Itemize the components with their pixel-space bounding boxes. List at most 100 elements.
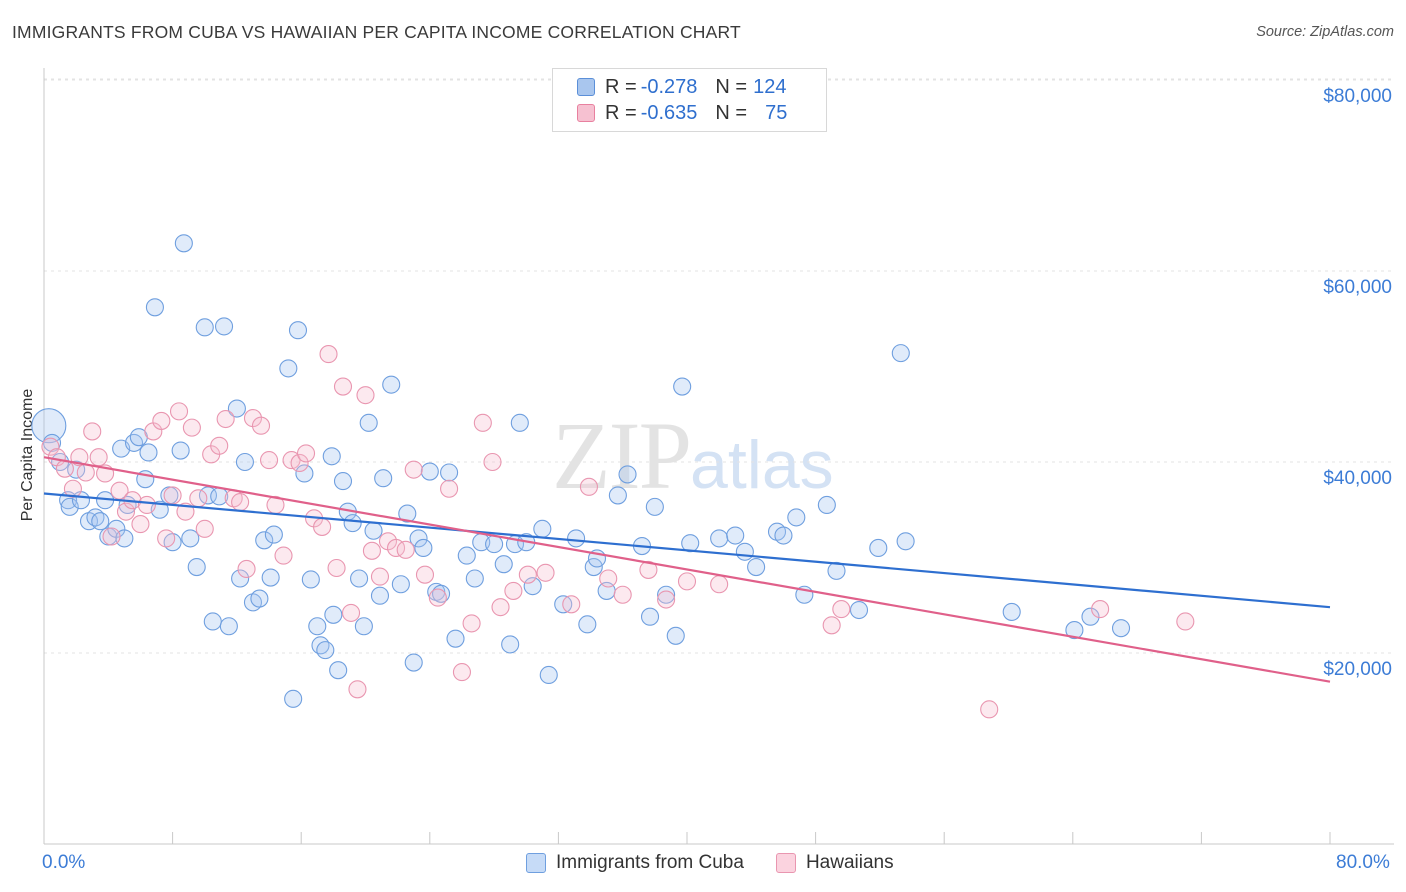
data-point-cuba: [440, 463, 459, 482]
data-point-cuba: [195, 318, 214, 337]
data-point-hawaiians: [83, 422, 102, 441]
data-point-cuba: [485, 535, 504, 554]
data-point-hawaiians: [599, 569, 618, 588]
watermark-atlas: atlas: [690, 427, 834, 503]
data-point-hawaiians: [237, 559, 256, 579]
data-point-cuba: [446, 629, 465, 648]
data-point-cuba: [382, 375, 401, 394]
data-point-cuba: [398, 504, 417, 523]
data-point-cuba: [288, 321, 308, 340]
data-point-cuba: [869, 538, 888, 558]
data-point-cuba: [279, 359, 298, 378]
data-point-hawaiians: [404, 460, 423, 479]
data-point-cuba: [308, 617, 327, 636]
data-point-cuba: [231, 569, 250, 588]
data-points: [31, 234, 1195, 719]
data-point-cuba: [1002, 602, 1021, 621]
data-point-hawaiians: [102, 527, 121, 546]
data-point-hawaiians: [131, 515, 150, 534]
data-point-cuba: [181, 529, 200, 548]
data-point-hawaiians: [504, 581, 523, 600]
data-point-cuba: [735, 542, 754, 561]
data-point-cuba: [409, 529, 428, 548]
data-point-hawaiians: [195, 519, 214, 538]
data-point-hawaiians: [613, 585, 632, 604]
series-label-cuba: Immigrants from Cuba: [556, 852, 744, 873]
data-point-cuba: [301, 570, 320, 589]
data-point-cuba: [465, 569, 484, 588]
data-point-hawaiians: [231, 493, 250, 512]
data-point-hawaiians: [452, 663, 472, 682]
data-point-cuba: [710, 529, 729, 548]
data-point-hawaiians: [677, 572, 697, 591]
data-point-hawaiians: [296, 444, 316, 463]
data-point-cuba: [227, 399, 246, 418]
data-point-cuba: [364, 521, 383, 540]
data-point-hawaiians: [832, 600, 851, 619]
data-point-hawaiians: [639, 560, 658, 579]
series-label-hawaiians: Hawaiians: [805, 852, 894, 873]
y-tick-label-80000: $80,000: [1323, 86, 1392, 107]
data-point-hawaiians: [483, 452, 502, 472]
data-point-cuba: [203, 612, 222, 631]
data-point-hawaiians: [89, 448, 108, 467]
legend-row-cuba: R = -0.278 N = 124: [577, 75, 786, 99]
data-point-hawaiians: [396, 540, 415, 559]
data-point-hawaiians: [70, 448, 89, 467]
data-point-cuba: [501, 635, 520, 654]
data-point-hawaiians: [116, 502, 136, 521]
watermark: ZIPatlas: [552, 400, 834, 511]
data-point-cuba: [284, 689, 303, 708]
data-point-cuba: [849, 600, 869, 620]
data-point-hawaiians: [319, 345, 338, 364]
data-point-hawaiians: [1091, 600, 1110, 619]
data-point-cuba: [673, 377, 692, 396]
series-legend-item-hawaiians[interactable]: Hawaiians: [775, 852, 894, 874]
y-tick-label-40000: $40,000: [1323, 468, 1392, 489]
data-point-cuba: [618, 465, 637, 484]
data-point-hawaiians: [980, 700, 999, 719]
data-point-cuba: [219, 617, 238, 636]
data-point-cuba: [787, 508, 806, 527]
legend-n-label: N =: [715, 75, 748, 98]
data-point-cuba: [91, 512, 110, 531]
series-legend-item-cuba[interactable]: Immigrants from Cuba: [526, 852, 744, 874]
data-point-cuba: [350, 569, 369, 588]
data-point-hawaiians: [356, 386, 375, 405]
data-point-hawaiians: [428, 588, 447, 607]
axes: [43, 68, 1394, 845]
data-point-cuba: [145, 298, 164, 317]
x-tick-label-max: 80.0%: [1336, 852, 1390, 873]
data-point-cuba: [510, 413, 529, 432]
legend-swatch-cuba: [577, 78, 595, 96]
data-point-cuba: [250, 589, 269, 608]
data-point-cuba: [316, 641, 335, 660]
data-point-cuba: [264, 525, 283, 544]
data-point-cuba: [817, 495, 836, 515]
data-point-hawaiians: [348, 680, 367, 699]
data-point-hawaiians: [440, 479, 459, 498]
data-point-hawaiians: [210, 436, 229, 455]
data-point-hawaiians: [518, 565, 537, 584]
data-point-cuba: [891, 344, 910, 363]
legend-r-value: -0.278: [640, 75, 698, 98]
data-point-hawaiians: [341, 603, 361, 622]
legend-swatch-hawaiians: [577, 104, 595, 122]
legend-r-label: R =: [605, 101, 637, 124]
legend-n-label: N =: [715, 101, 748, 124]
data-point-cuba: [124, 433, 144, 452]
data-point-hawaiians: [290, 453, 309, 473]
data-point-hawaiians: [473, 413, 492, 432]
data-point-cuba: [457, 546, 476, 565]
legend-r-label: R =: [605, 75, 637, 98]
data-point-cuba: [523, 577, 542, 596]
data-point-cuba: [60, 497, 79, 516]
trend-line-cuba: [43, 492, 1331, 609]
data-point-hawaiians: [562, 595, 581, 614]
data-point-cuba: [1081, 607, 1100, 626]
series-swatch-hawaiians: [775, 853, 796, 873]
data-point-cuba: [322, 447, 341, 466]
data-point-cuba: [608, 486, 627, 505]
data-point-hawaiians: [313, 517, 332, 536]
